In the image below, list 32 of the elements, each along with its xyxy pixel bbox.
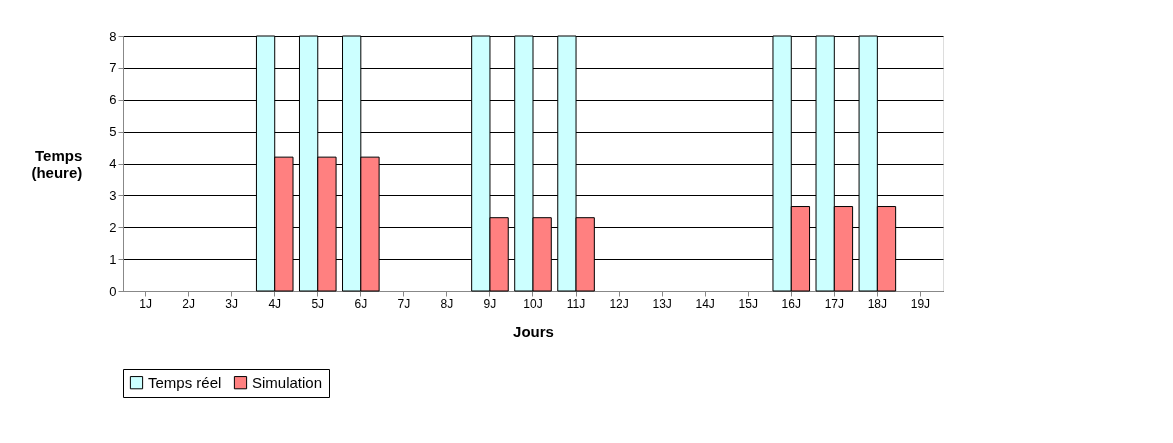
x-tick-label: 1J [139, 296, 152, 311]
y-tick-label: 0 [109, 283, 117, 299]
y-tick-label: 6 [109, 92, 117, 108]
x-axis-title: Jours [513, 322, 554, 340]
x-tick-label: 5J [311, 296, 325, 311]
x-tick-label: 6J [354, 296, 368, 311]
x-tick-label: 16J [781, 296, 801, 311]
y-axis-title: Temps (heure) [31, 147, 83, 181]
x-tick-label: 19J [910, 296, 931, 311]
y-tick-label: 7 [109, 60, 117, 76]
y-tick-label: 4 [109, 156, 117, 171]
y-tick-label: 1 [109, 251, 117, 267]
y-tick-label: 5 [109, 124, 117, 140]
y-tick-label: 8 [109, 28, 117, 44]
x-tick-label: 2J [182, 296, 195, 311]
x-tick-label: 13J [652, 296, 672, 311]
x-tick-label: 8J [440, 296, 454, 311]
legend-label: Temps réel [148, 373, 222, 391]
legend-label: Simulation [252, 373, 323, 391]
x-tick-label: 11J [566, 296, 586, 311]
x-tick-label: 15J [738, 296, 758, 311]
x-tick-label: 12J [609, 296, 629, 311]
y-tick-label: 3 [109, 187, 117, 203]
x-tick-label: 17J [824, 296, 844, 311]
y-tick-label: 2 [109, 219, 117, 235]
x-tick-label: 9J [483, 296, 497, 311]
x-tick-label: 4J [268, 296, 282, 311]
x-tick-label: 18J [867, 296, 888, 311]
x-tick-label: 10J [523, 296, 543, 311]
x-tick-label: 14J [695, 296, 715, 311]
x-tick-label: 3J [225, 296, 239, 311]
x-tick-label: 7J [397, 296, 411, 311]
